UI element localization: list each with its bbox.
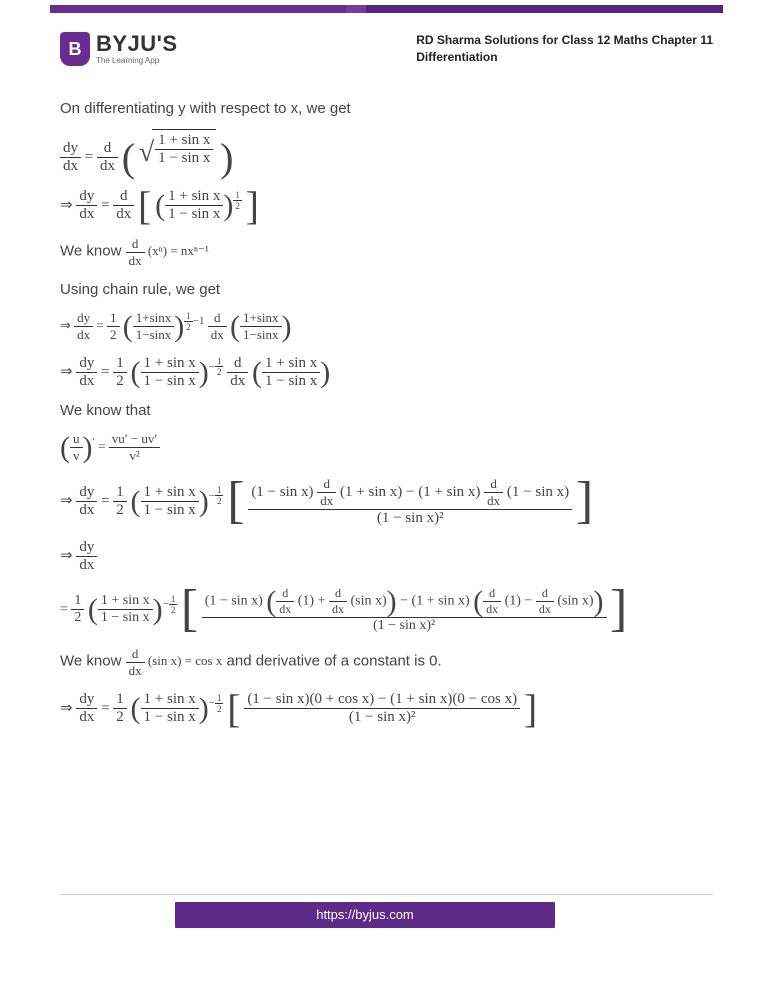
chapter-line: Differentiation	[416, 50, 497, 64]
equation: ⇒ dydx = ddx [ (1 + sin x1 − sin x)12 ]	[60, 188, 728, 224]
top-accent-bar	[50, 5, 723, 23]
equation: ⇒ dydx = 12 (1 + sin x1 − sin x)−12 ddx …	[60, 355, 728, 390]
bar-seg	[346, 5, 366, 13]
brand-logo: B BYJU'S The Learning App	[60, 32, 178, 66]
page-header: B BYJU'S The Learning App RD Sharma Solu…	[60, 32, 713, 82]
equation: ⇒ dydx = 12 (1+sinx1−sinx)12−1 ddx (1+si…	[60, 310, 728, 343]
brand-tagline: The Learning App	[96, 57, 178, 65]
equation: dydx = ddx ( √1 + sin x1 − sin x )	[60, 129, 728, 176]
footer-url: https://byjus.com	[175, 902, 555, 928]
brand-name: BYJU'S	[96, 33, 178, 55]
document-body: On differentiating y with respect to x, …	[60, 100, 728, 739]
intro-text: On differentiating y with respect to x, …	[60, 100, 728, 117]
chapter-title: RD Sharma Solutions for Class 12 Maths C…	[416, 32, 713, 66]
text-line: We know that	[60, 402, 728, 419]
footer-rule	[60, 894, 713, 895]
equation: = 12 (1 + sin x1 − sin x)−12 [ (1 − sin …	[60, 586, 728, 634]
logo-text: BYJU'S The Learning App	[96, 33, 178, 65]
equation: (uv)′ = vu′ − uv′v²	[60, 431, 728, 464]
bar-seg	[50, 5, 346, 13]
logo-shield-icon: B	[60, 32, 90, 66]
chapter-line: RD Sharma Solutions for Class 12 Maths C…	[416, 33, 713, 47]
equation: ⇒ dydx	[60, 539, 728, 574]
bar-seg	[366, 5, 723, 13]
equation: ⇒ dydx = 12 (1 + sin x1 − sin x)−12 [ (1…	[60, 691, 728, 727]
text-line: Using chain rule, we get	[60, 281, 728, 298]
text-line: We know ddx (sin x) = cos x and derivati…	[60, 646, 728, 679]
equation: ⇒ dydx = 12 (1 + sin x1 − sin x)−12 [ (1…	[60, 476, 728, 527]
text-line: We know ddx (xⁿ) = nxⁿ⁻¹	[60, 236, 728, 269]
